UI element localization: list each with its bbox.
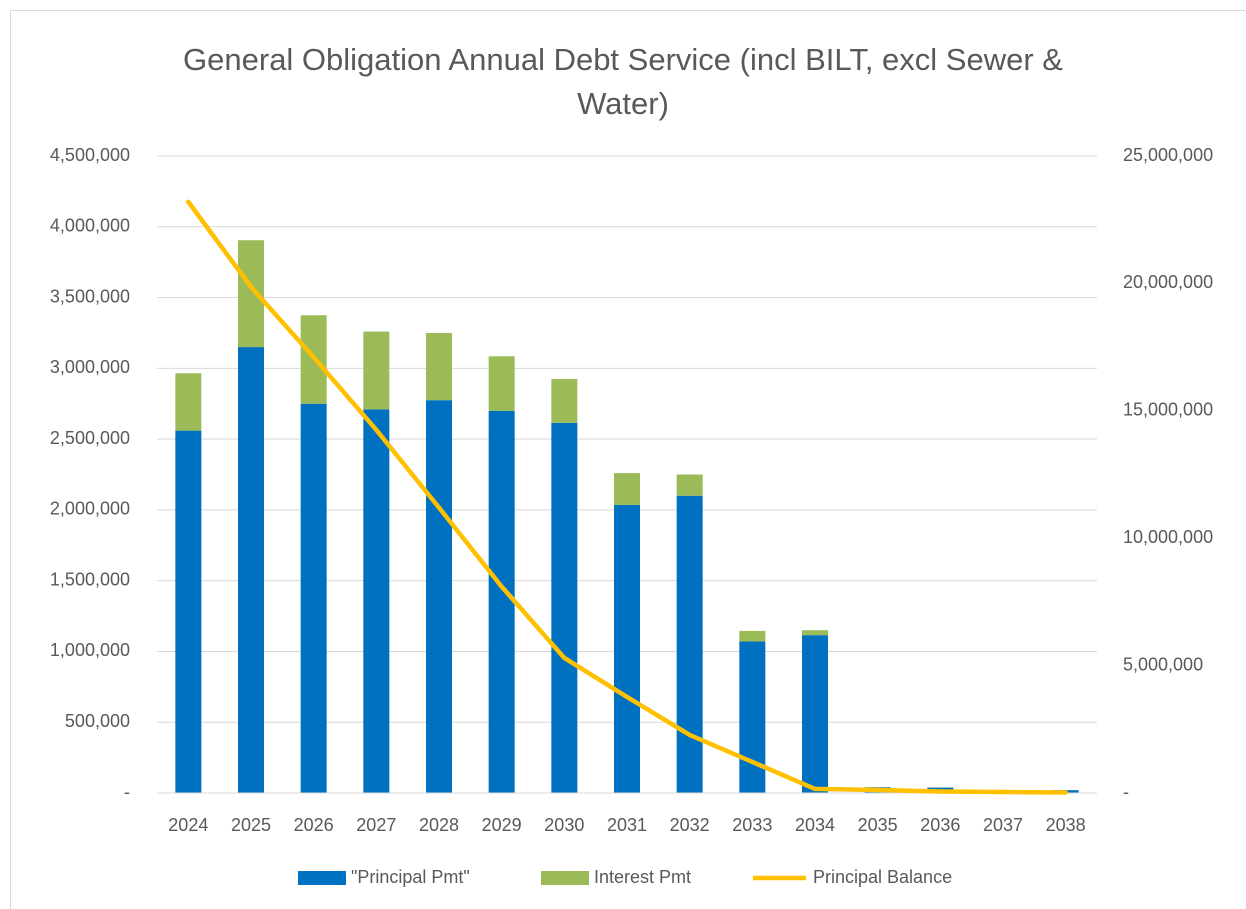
y2-tick-label: 25,000,000 [1123, 145, 1213, 165]
y2-tick-label: 5,000,000 [1123, 654, 1203, 674]
y-tick-label: 3,500,000 [50, 286, 130, 306]
bar [802, 630, 828, 636]
y-tick-label: 4,000,000 [50, 216, 130, 236]
bar [551, 378, 578, 423]
x-tick-label: 2035 [858, 815, 898, 835]
y2-tick-label: 15,000,000 [1123, 400, 1213, 420]
x-tick-label: 2024 [168, 815, 208, 835]
y-tick-label: 1,500,000 [50, 569, 130, 589]
y-tick-label: 500,000 [65, 711, 130, 731]
bar [739, 641, 766, 793]
bar [676, 495, 703, 793]
bar [363, 331, 390, 410]
x-tick-label: 2038 [1046, 815, 1086, 835]
y-tick-label: 2,000,000 [50, 499, 130, 519]
legend-swatch [541, 871, 589, 885]
y-tick-label: 4,500,000 [50, 145, 130, 165]
bar [676, 474, 703, 496]
x-tick-label: 2033 [732, 815, 772, 835]
bar [551, 422, 578, 793]
bar [175, 373, 202, 431]
x-tick-label: 2028 [419, 815, 459, 835]
legend-label: Principal Balance [813, 867, 952, 887]
x-tick-label: 2031 [607, 815, 647, 835]
y-tick-label: 2,500,000 [50, 428, 130, 448]
y-tick-label: 3,000,000 [50, 357, 130, 377]
bar [739, 630, 766, 642]
bar [363, 409, 390, 793]
line [186, 199, 1068, 795]
bar [175, 430, 202, 793]
bar [488, 356, 515, 411]
x-tick-label: 2030 [544, 815, 584, 835]
x-tick-label: 2029 [482, 815, 522, 835]
x-tick-label: 2037 [983, 815, 1023, 835]
bar [426, 400, 452, 793]
bar [802, 635, 828, 793]
bar [238, 240, 264, 348]
bar [614, 473, 640, 505]
legend-label: Interest Pmt [594, 867, 691, 887]
bar [238, 347, 264, 793]
x-tick-label: 2026 [294, 815, 334, 835]
y-tick-label: - [124, 782, 130, 802]
y2-tick-label: 10,000,000 [1123, 527, 1213, 547]
chart-title: General Obligation Annual Debt Service (… [183, 42, 1063, 121]
bar [488, 410, 515, 793]
x-tick-label: 2032 [670, 815, 710, 835]
y2-tick-label: - [1123, 782, 1129, 802]
bar [614, 504, 640, 793]
y-tick-label: 1,000,000 [50, 640, 130, 660]
y2-tick-label: 20,000,000 [1123, 272, 1213, 292]
x-tick-label: 2027 [356, 815, 396, 835]
bar [300, 403, 327, 793]
x-tick-label: 2036 [920, 815, 960, 835]
x-tick-label: 2025 [231, 815, 271, 835]
chart-border [10, 10, 1246, 909]
legend-label: "Principal Pmt" [351, 867, 470, 887]
x-tick-label: 2034 [795, 815, 835, 835]
legend-swatch [298, 871, 346, 885]
bar [426, 332, 452, 401]
